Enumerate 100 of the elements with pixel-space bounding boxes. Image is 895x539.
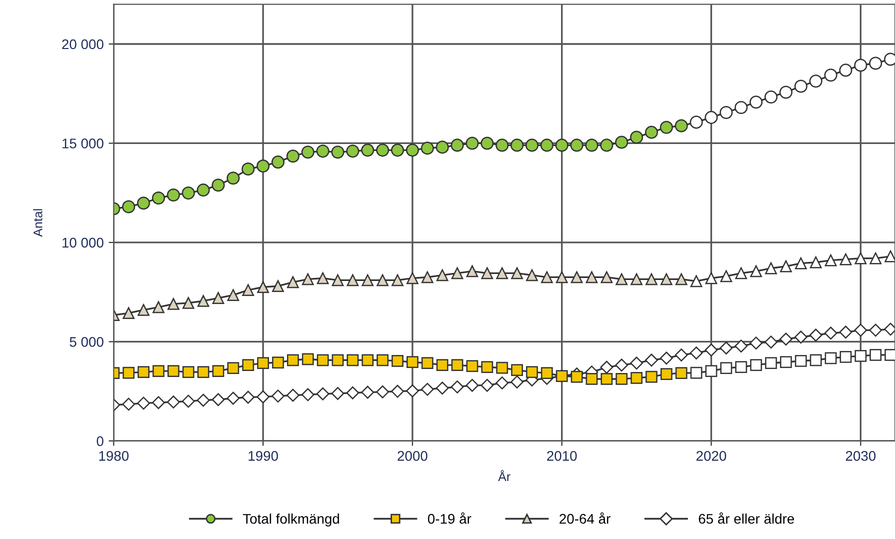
point bbox=[630, 130, 644, 144]
point bbox=[182, 366, 194, 378]
point bbox=[704, 344, 718, 356]
point bbox=[361, 144, 374, 157]
point bbox=[556, 271, 568, 284]
point bbox=[316, 272, 329, 284]
point bbox=[392, 354, 404, 367]
point bbox=[720, 342, 733, 354]
point bbox=[122, 307, 135, 320]
point bbox=[302, 353, 314, 366]
point bbox=[196, 184, 210, 197]
point bbox=[481, 361, 494, 374]
x-axis-title: År bbox=[498, 470, 510, 481]
point bbox=[212, 365, 224, 377]
point bbox=[525, 138, 538, 152]
point bbox=[376, 385, 390, 398]
point bbox=[466, 136, 479, 150]
point bbox=[242, 359, 254, 372]
point bbox=[332, 354, 344, 366]
point bbox=[406, 272, 418, 284]
point bbox=[451, 359, 464, 372]
y-tick-label: 20 000 bbox=[62, 39, 104, 50]
point bbox=[630, 273, 642, 286]
y-axis-title: Antal bbox=[33, 209, 42, 237]
legend-label: Total folkmängd bbox=[242, 514, 340, 526]
point bbox=[570, 370, 583, 383]
point bbox=[570, 138, 584, 152]
point bbox=[466, 360, 478, 372]
point bbox=[511, 364, 523, 376]
point bbox=[674, 348, 688, 362]
point bbox=[166, 396, 180, 408]
point bbox=[466, 265, 478, 278]
point bbox=[182, 394, 195, 408]
y-tick-label: 10 000 bbox=[62, 238, 104, 248]
point bbox=[242, 284, 254, 296]
point bbox=[660, 352, 673, 365]
point bbox=[674, 119, 688, 132]
point bbox=[286, 150, 300, 163]
point bbox=[555, 138, 568, 152]
point bbox=[450, 380, 464, 394]
point bbox=[152, 396, 165, 410]
point bbox=[600, 138, 614, 152]
point bbox=[420, 382, 434, 396]
point bbox=[301, 146, 314, 159]
point bbox=[436, 269, 448, 282]
point bbox=[122, 366, 135, 379]
point bbox=[764, 336, 778, 349]
point bbox=[585, 138, 598, 152]
point bbox=[316, 354, 329, 366]
point bbox=[406, 144, 419, 157]
point bbox=[496, 376, 509, 390]
point bbox=[257, 281, 269, 294]
point bbox=[346, 354, 359, 366]
point bbox=[734, 340, 748, 353]
x-tick-label: 1990 bbox=[248, 450, 278, 461]
point bbox=[646, 273, 658, 286]
point bbox=[436, 359, 448, 372]
point bbox=[302, 273, 314, 286]
x-tick-label: 2000 bbox=[398, 450, 428, 461]
point bbox=[616, 373, 628, 385]
point bbox=[197, 366, 210, 378]
point bbox=[257, 357, 269, 370]
point bbox=[152, 365, 164, 377]
point bbox=[750, 336, 763, 350]
point bbox=[138, 366, 150, 378]
point bbox=[630, 356, 644, 370]
point bbox=[675, 367, 688, 379]
point bbox=[869, 324, 882, 337]
point bbox=[272, 280, 284, 292]
point bbox=[390, 144, 404, 157]
point bbox=[346, 274, 359, 286]
point bbox=[212, 292, 224, 304]
point bbox=[630, 372, 642, 384]
point bbox=[421, 357, 434, 370]
y-tick-label: 15 000 bbox=[62, 138, 104, 148]
point bbox=[481, 267, 494, 280]
point bbox=[421, 271, 434, 284]
point bbox=[615, 136, 628, 149]
x-tick-label: 2030 bbox=[846, 450, 876, 461]
x-tick-label: 1980 bbox=[99, 450, 129, 461]
point bbox=[391, 384, 404, 398]
point bbox=[510, 375, 524, 388]
point bbox=[137, 196, 150, 210]
point bbox=[138, 304, 150, 316]
point bbox=[540, 138, 554, 152]
point bbox=[420, 142, 434, 155]
point bbox=[600, 360, 614, 374]
point bbox=[137, 396, 150, 410]
point bbox=[586, 373, 598, 385]
point bbox=[212, 178, 225, 192]
point bbox=[466, 378, 479, 392]
legend-label: 20-64 år bbox=[560, 512, 610, 524]
point bbox=[496, 138, 509, 152]
point bbox=[301, 388, 314, 402]
point bbox=[227, 362, 240, 374]
point bbox=[496, 362, 508, 374]
point bbox=[167, 365, 180, 377]
point bbox=[600, 373, 613, 385]
point bbox=[480, 136, 494, 150]
point bbox=[660, 120, 673, 134]
